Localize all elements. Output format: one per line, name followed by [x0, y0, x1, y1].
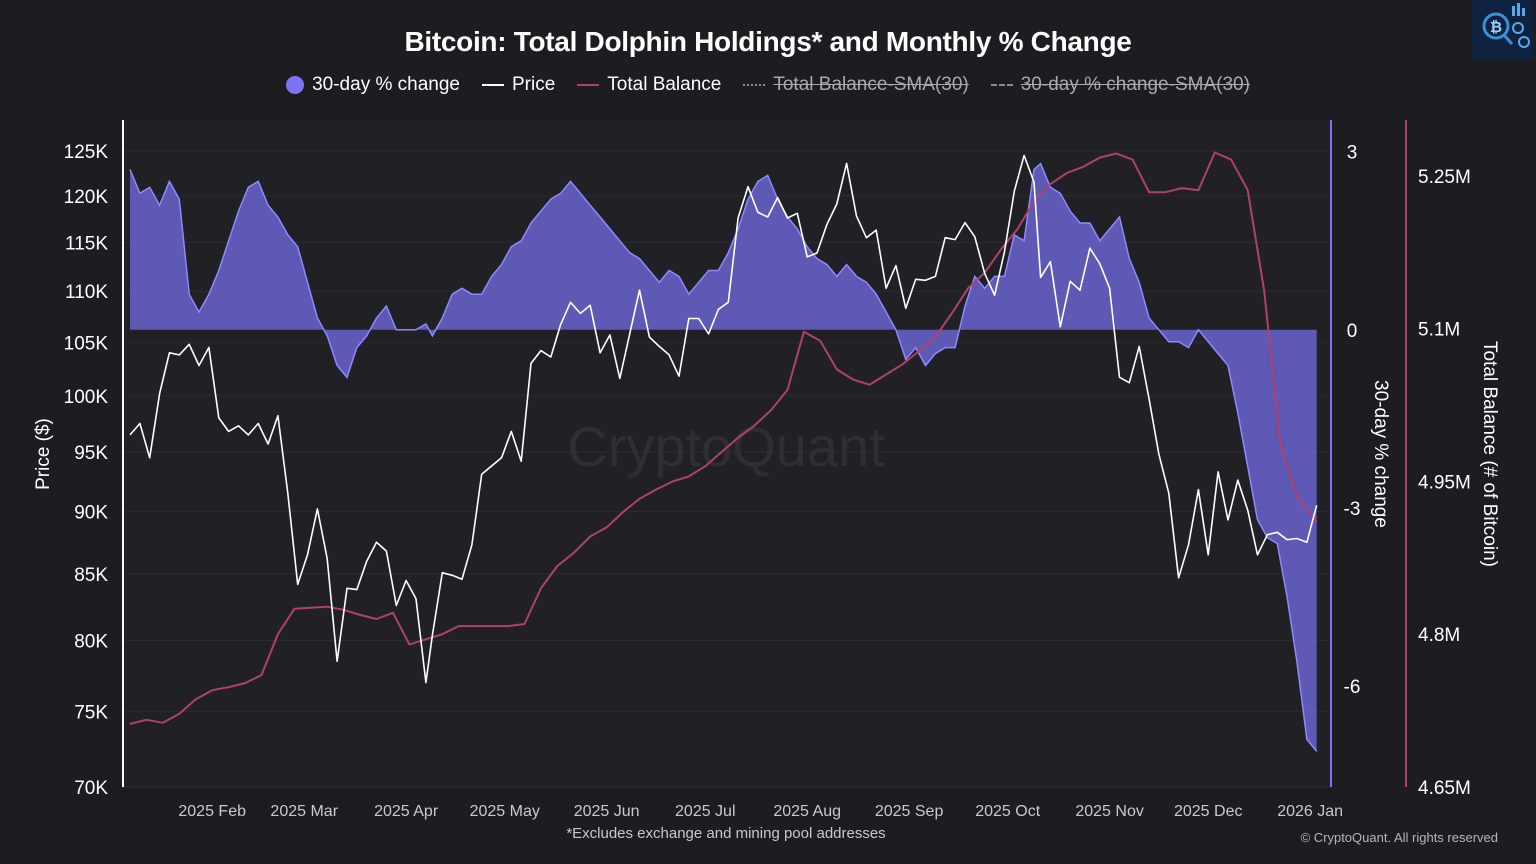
y-axis-title-balance: Total Balance (# of Bitcoin): [1479, 340, 1500, 568]
y-left-tick-label: 70K: [74, 778, 108, 799]
plot-area: [122, 120, 1330, 787]
y-right-tick-label: 4.95M: [1418, 472, 1471, 493]
y-mid-tick-label: -6: [1344, 677, 1361, 698]
legend-item-pct-sma[interactable]: 30-day % change-SMA(30): [990, 74, 1250, 96]
legend-label-balance-sma: Total Balance-SMA(30): [773, 74, 969, 95]
x-tick-label: 2025 Jun: [574, 803, 640, 820]
x-tick-label: 2025 Sep: [875, 803, 944, 820]
total-balance-line: [129, 151, 1318, 725]
x-tick-label: 2025 Jul: [675, 803, 736, 820]
x-tick-label: 2025 Dec: [1174, 803, 1243, 820]
footnote: *Excludes exchange and mining pool addre…: [566, 825, 886, 842]
y-left-tick-label: 115K: [65, 233, 108, 254]
y-axis-title-pct: 30-day % change: [1370, 380, 1391, 528]
y-left-tick-label: 105K: [64, 333, 109, 354]
chart-title: Bitcoin: Total Dolphin Holdings* and Mon…: [404, 26, 1132, 57]
y-left-tick-label: 110K: [65, 282, 108, 303]
price-swatch: [481, 84, 504, 86]
legend-item-balance-sma[interactable]: Total Balance-SMA(30): [743, 74, 969, 96]
y-left-tick-label: 100K: [64, 387, 109, 408]
bitcoin-network-icon: ₿: [1482, 3, 1530, 48]
legend-label-total-balance: Total Balance: [607, 74, 722, 95]
pct-change-area: [130, 163, 1317, 752]
x-tick-label: 2025 Aug: [773, 803, 841, 820]
x-tick-label: 2025 Apr: [374, 803, 439, 820]
y-right-tick-label: 5.25M: [1418, 167, 1471, 188]
legend-label-price: Price: [511, 74, 556, 95]
y-right-tick-label: 4.8M: [1418, 625, 1460, 646]
y-mid-tick-label: 0: [1347, 321, 1358, 342]
pct-sma-swatch: [990, 84, 1013, 86]
legend-item-price[interactable]: Price: [481, 74, 556, 96]
y-left-tick-label: 85K: [74, 565, 108, 586]
copyright: © CryptoQuant. All rights reserved: [1300, 830, 1498, 845]
y-left-tick-label: 90K: [74, 502, 108, 523]
legend-label-pct-sma: 30-day % change-SMA(30): [1020, 74, 1250, 95]
cryptoquant-logo: ₿: [1472, 0, 1534, 60]
balance-swatch: [577, 84, 600, 86]
x-tick-label: 2025 Mar: [270, 803, 338, 820]
x-tick-label: 2025 Feb: [178, 803, 246, 820]
y-mid-tick-label: -3: [1344, 499, 1361, 520]
y-mid-tick-label: 3: [1347, 143, 1358, 164]
y-right-tick-label: 5.1M: [1418, 320, 1460, 341]
x-tick-label: 2025 May: [470, 803, 540, 820]
y-right-tick-label: 4.65M: [1418, 778, 1471, 799]
price-line: [129, 154, 1318, 684]
y-axis-title-price: Price ($): [33, 418, 54, 490]
balance-sma-swatch: [743, 84, 766, 86]
x-tick-label: 2025 Oct: [975, 803, 1040, 820]
x-tick-label: 2025 Nov: [1075, 803, 1144, 820]
x-tick-label: 2026 Jan: [1277, 803, 1343, 820]
svg-text:₿: ₿: [1490, 18, 1502, 36]
legend-item-total-balance[interactable]: Total Balance: [577, 74, 721, 96]
pct-change-line: [129, 162, 1318, 752]
y-left-tick-label: 120K: [64, 187, 109, 208]
y-left-tick-label: 75K: [74, 702, 108, 723]
watermark: CryptoQuant: [567, 415, 885, 478]
legend-item-pct-change[interactable]: 30-day % change: [286, 74, 460, 96]
y-left-tick-label: 125K: [64, 142, 109, 163]
y-left-tick-label: 95K: [74, 443, 108, 464]
y-left-tick-label: 80K: [74, 632, 108, 653]
legend-label-pct-change: 30-day % change: [312, 74, 460, 95]
pct-change-swatch: [286, 76, 305, 94]
legend: 30-day % change Price Total Balance Tota…: [0, 74, 1536, 96]
